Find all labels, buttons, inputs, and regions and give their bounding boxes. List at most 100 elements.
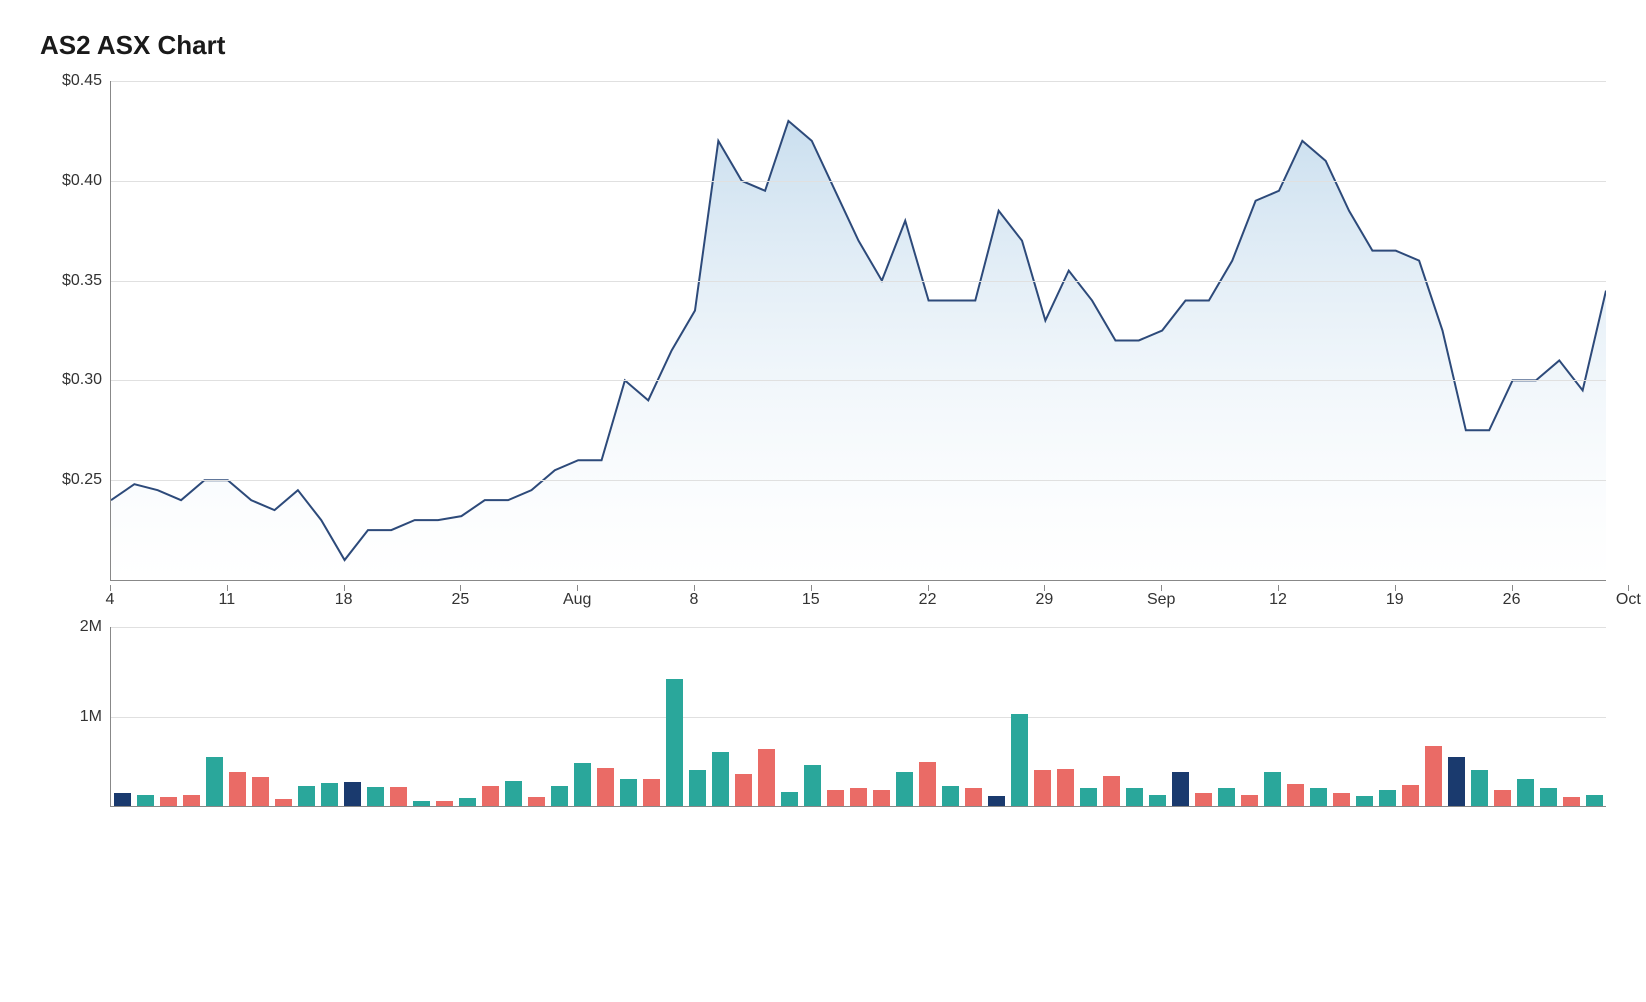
price-x-label: Aug [563,591,591,609]
volume-bar [183,795,199,806]
volume-bar [321,783,337,806]
volume-bar [229,772,245,806]
volume-bar [1563,797,1579,806]
volume-bar [1241,795,1257,806]
volume-bar [781,792,797,806]
price-chart: $0.25$0.30$0.35$0.40$0.45 4111825Aug8152… [40,81,1606,611]
volume-bar [988,796,1004,806]
volume-bar [551,786,567,806]
volume-bar [827,790,843,806]
volume-bar [1333,793,1349,806]
price-x-label: 11 [218,591,235,609]
price-x-label: 26 [1503,591,1521,609]
price-y-label: $0.45 [62,72,102,90]
volume-bar [1080,788,1096,806]
volume-gridline [111,717,1606,718]
price-x-label: Oct [1616,591,1641,609]
volume-bar [1517,779,1533,806]
volume-bar [965,788,981,806]
price-x-label: 15 [802,591,820,609]
volume-bar [735,774,751,806]
volume-bar [1034,770,1050,806]
volume-bar [459,798,475,806]
volume-bar [413,801,429,806]
price-area-svg [111,81,1606,580]
volume-bar [1379,790,1395,806]
volume-bar [1287,784,1303,806]
price-y-axis: $0.25$0.30$0.35$0.40$0.45 [40,81,110,611]
volume-bar [505,781,521,806]
volume-bar [1264,772,1280,806]
price-y-label: $0.35 [62,272,102,290]
price-x-label: 19 [1386,591,1404,609]
volume-bar [1356,796,1372,806]
price-x-label: 4 [106,591,115,609]
volume-bar [1586,795,1602,806]
volume-bar [206,757,222,806]
price-x-label: 12 [1269,591,1287,609]
volume-bar [528,797,544,806]
volume-bar [1103,776,1119,806]
volume-plot-area [110,627,1606,807]
price-x-label: 18 [335,591,353,609]
volume-bar [919,762,935,806]
volume-bar [390,787,406,806]
price-x-axis: 4111825Aug8152229Sep121926Oct [110,585,1606,611]
price-plot-area [110,81,1606,581]
volume-bar [1011,714,1027,806]
price-x-label: 22 [919,591,937,609]
volume-chart: 1M2M [40,627,1606,807]
volume-bar [1494,790,1510,806]
price-y-label: $0.40 [62,172,102,190]
price-x-label: 8 [690,591,699,609]
price-y-label: $0.25 [62,471,102,489]
volume-bar [1218,788,1234,806]
volume-bar [620,779,636,806]
volume-bar [1471,770,1487,806]
volume-bar [942,786,958,806]
volume-bar [1149,795,1165,806]
volume-bar [712,752,728,806]
price-x-label: 25 [451,591,469,609]
volume-bar [252,777,268,806]
volume-bar [1195,793,1211,806]
volume-bar [436,801,452,806]
volume-bar [689,770,705,806]
price-x-label: Sep [1147,591,1175,609]
volume-bar [367,787,383,806]
volume-bar [666,679,682,806]
volume-bar [873,790,889,806]
volume-bar [850,788,866,806]
volume-bar [298,786,314,806]
volume-y-axis: 1M2M [40,627,110,807]
volume-bar [1310,788,1326,806]
volume-bar [758,749,774,806]
volume-bar [344,782,360,806]
volume-y-label: 2M [80,618,102,636]
volume-bar [1448,757,1464,806]
volume-gridline [111,627,1606,628]
price-gridline [111,181,1606,182]
volume-bar [597,768,613,806]
volume-bar [804,765,820,806]
volume-bar [1540,788,1556,806]
volume-bar [137,795,153,806]
volume-bar [1425,746,1441,806]
volume-bar [160,797,176,806]
price-gridline [111,480,1606,481]
volume-bar [896,772,912,806]
volume-bar [482,786,498,806]
volume-bar [1057,769,1073,806]
price-gridline [111,380,1606,381]
price-gridline [111,81,1606,82]
chart-title: AS2 ASX Chart [40,30,1606,61]
volume-bar [1402,785,1418,806]
volume-y-label: 1M [80,708,102,726]
volume-bar [574,763,590,806]
price-x-label: 29 [1035,591,1053,609]
volume-bar [1172,772,1188,806]
volume-bar [643,779,659,806]
price-gridline [111,281,1606,282]
volume-bar [275,799,291,806]
volume-bar [114,793,130,806]
